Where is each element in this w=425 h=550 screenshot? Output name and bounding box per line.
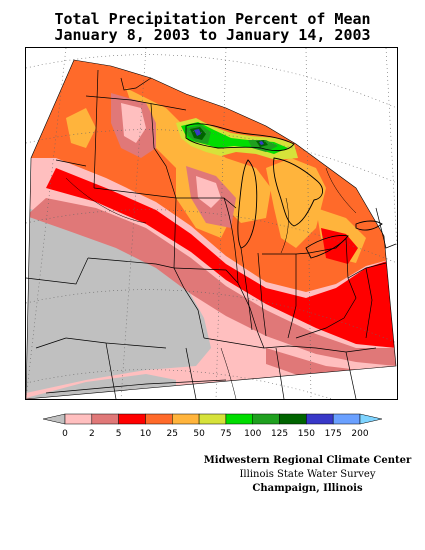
legend-swatch (332, 413, 361, 425)
state-boundaries (26, 69, 397, 399)
legend-label: 100 (244, 429, 261, 439)
legend-label: 150 (298, 429, 315, 439)
legend-swatch (91, 413, 119, 425)
map-title-line-2: January 8, 2003 to January 14, 2003 (54, 26, 371, 44)
legend-label: 75 (220, 429, 231, 439)
legend-swatch (145, 413, 173, 425)
credit-organization: Midwestern Regional Climate Center (203, 455, 412, 466)
legend-label: 125 (271, 429, 288, 439)
legend-arrow-high (359, 413, 383, 425)
legend-label: 25 (167, 429, 178, 439)
legend-swatch (118, 413, 146, 425)
color-legend: 0 2 5 10 25 50 75 100 125 150 175 200 (42, 413, 383, 439)
legend-swatch (198, 413, 227, 425)
legend-swatch (64, 413, 93, 425)
legend-label: 0 (62, 429, 68, 439)
map-title-line-1: Total Precipitation Percent of Mean (54, 10, 371, 28)
legend-label: 50 (193, 429, 205, 439)
legend-arrow-low (42, 413, 66, 425)
legend-label: 200 (351, 429, 368, 439)
precipitation-map (25, 47, 398, 400)
legend-label: 175 (325, 429, 342, 439)
legend-swatch (225, 413, 253, 425)
legend-swatch (279, 413, 307, 425)
legend-label: 2 (89, 429, 95, 439)
legend-swatch (306, 413, 334, 425)
legend-swatch (252, 413, 280, 425)
rivers (65, 167, 357, 399)
legend-label: 5 (116, 429, 122, 439)
credit-survey: Illinois State Water Survey (239, 469, 376, 480)
great-lakes (185, 123, 383, 259)
legend-label: 10 (140, 429, 152, 439)
precipitation-shading (26, 60, 396, 399)
legend-swatch (172, 413, 200, 425)
credit-location: Champaign, Illinois (252, 483, 363, 494)
